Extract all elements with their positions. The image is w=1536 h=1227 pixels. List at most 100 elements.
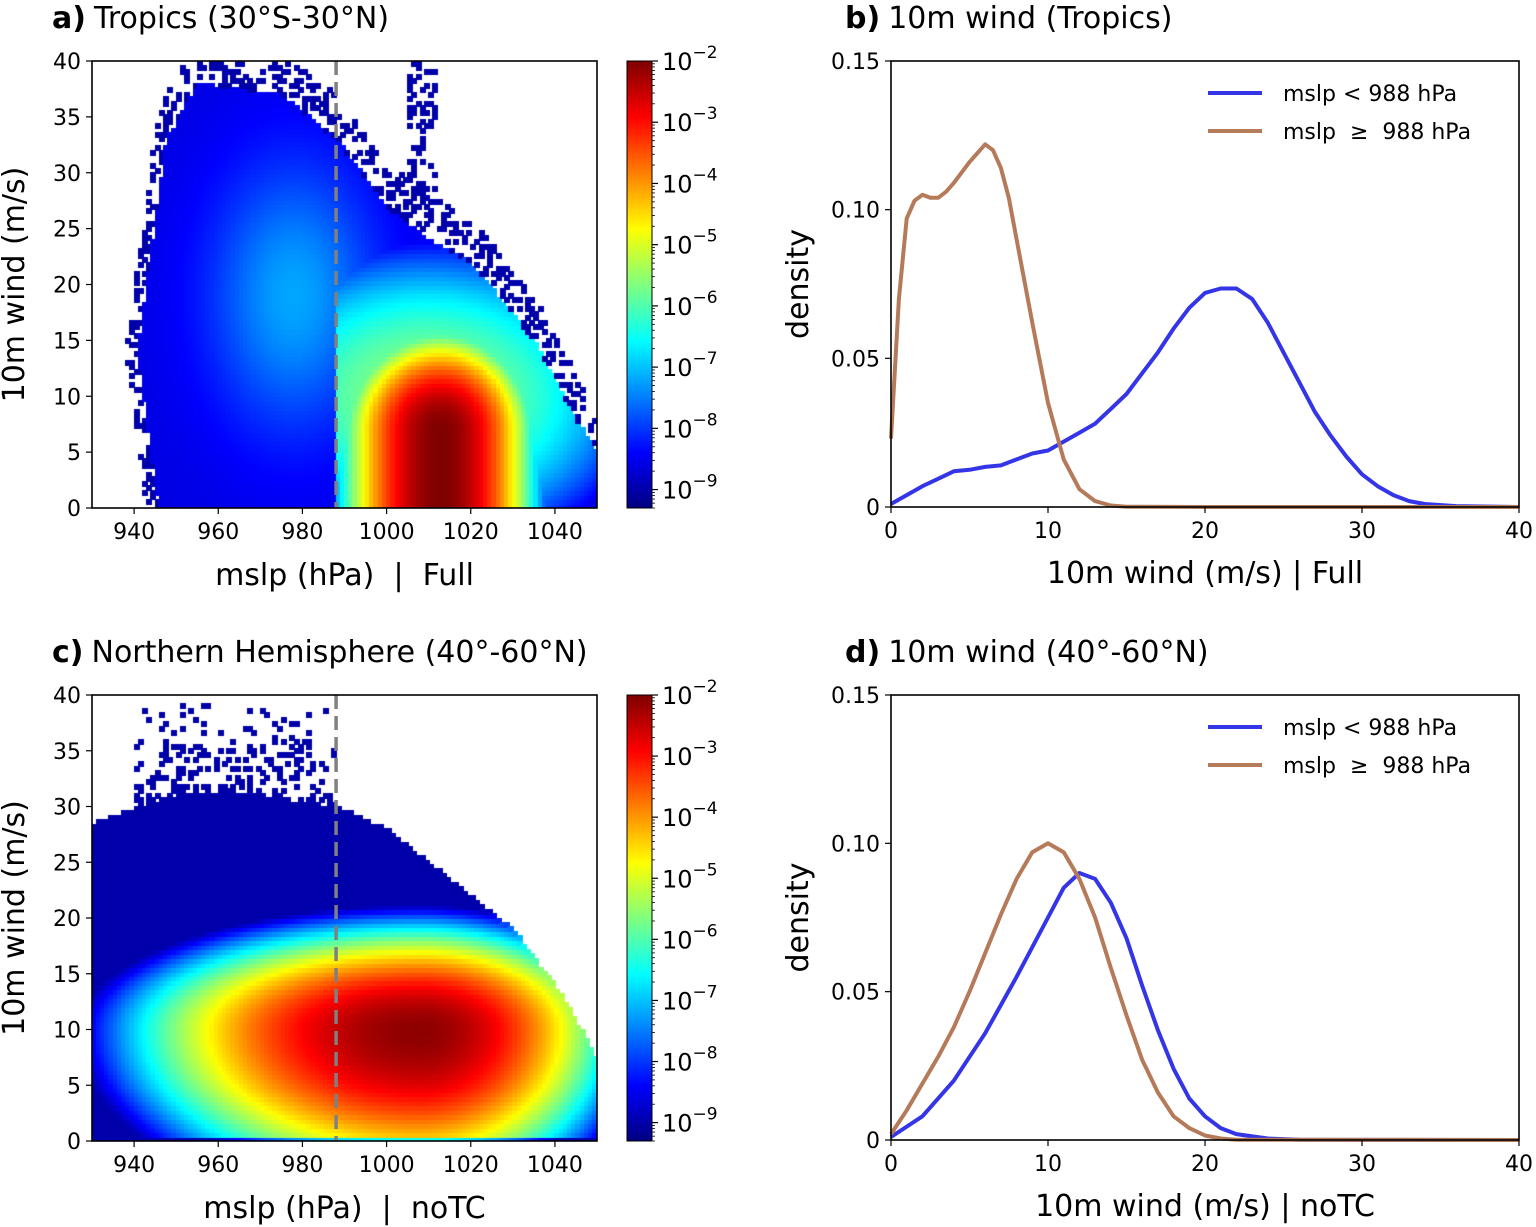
- panel-title: b) 10m wind (Tropics): [845, 1, 1172, 36]
- panel-title: c) Northern Hemisphere (40°-60°N): [52, 635, 588, 670]
- y-tick-label: 0: [866, 1129, 880, 1154]
- colorbar-tick-label: 10−5: [662, 860, 718, 893]
- series-line-1: [889, 841, 1520, 1142]
- colorbar-tick-label: 10−6: [662, 921, 718, 954]
- y-tick-label: 0: [67, 497, 81, 522]
- colorbar-tick-exponent: −5: [693, 860, 718, 880]
- colorbar-tick-label: 10−9: [662, 1105, 718, 1138]
- x-tick-label: 1020: [443, 1153, 499, 1178]
- colorbar-tick-label: 10−5: [662, 227, 718, 260]
- colorbar-tick-label: 10−9: [662, 472, 718, 505]
- y-tick-label: 0.10: [831, 832, 880, 857]
- colorbar-tick-label: 10−6: [662, 288, 718, 321]
- colorbar-tick-label: 10−8: [662, 1044, 718, 1077]
- colorbar-tick-exponent: −3: [693, 738, 718, 758]
- colorbar-tick-exponent: −9: [693, 1105, 718, 1125]
- colorbar-tick-label: 10−2: [662, 43, 718, 76]
- y-tick-label: 20: [53, 907, 81, 932]
- series-line-0: [890, 286, 1520, 509]
- colorbar-tick-base: 10: [662, 1049, 693, 1077]
- y-tick-label: 35: [53, 740, 81, 765]
- colorbar-tick-exponent: −4: [693, 799, 718, 819]
- y-tick-label: 35: [53, 106, 81, 131]
- colorbar-tick-base: 10: [662, 987, 693, 1015]
- colorbar-tick-base: 10: [662, 926, 693, 954]
- panel-title-text: 10m wind (40°-60°N): [888, 635, 1208, 670]
- colorbar-tick-exponent: −2: [693, 677, 718, 697]
- legend-label: mslp ≥ 988 hPa: [1283, 754, 1471, 779]
- x-tick-label: 1000: [359, 1153, 415, 1178]
- colorbar-tick-label: 10−8: [662, 410, 718, 443]
- x-tick-label: 1040: [527, 1153, 583, 1178]
- x-tick-label: 40: [1505, 519, 1533, 544]
- x-axis-label: 10m wind (m/s) | noTC: [1035, 1189, 1375, 1224]
- colorbar-tick-label: 10−4: [662, 799, 718, 832]
- colorbar-tick-exponent: −5: [693, 227, 718, 247]
- colorbar-tick-exponent: −7: [693, 349, 718, 369]
- colorbar-tick-base: 10: [662, 232, 693, 260]
- y-tick-label: 0: [866, 496, 880, 521]
- y-tick-label: 5: [67, 441, 81, 466]
- panel-title: a) Tropics (30°S-30°N): [52, 1, 389, 36]
- series-line-1: [889, 142, 1519, 509]
- x-tick-label: 980: [281, 1153, 323, 1178]
- panel-label: c): [52, 635, 84, 670]
- y-tick-label: 10: [53, 1019, 81, 1044]
- panel-c: c) Northern Hemisphere (40°-60°N)10−210−3…: [0, 635, 718, 1226]
- colorbar-tick-base: 10: [662, 743, 693, 771]
- series-line-0: [889, 871, 1520, 1142]
- y-tick-label: 30: [53, 796, 81, 821]
- panel-title-text: 10m wind (Tropics): [888, 1, 1172, 36]
- colorbar-tropics: [627, 61, 652, 508]
- colorbar-tick-base: 10: [662, 415, 693, 443]
- legend-label: mslp < 988 hPa: [1283, 716, 1457, 741]
- x-tick-label: 10: [1034, 519, 1062, 544]
- colorbar-tick-base: 10: [662, 354, 693, 382]
- x-tick-label: 940: [113, 1153, 155, 1178]
- colorbar-northern-hemisphere: [627, 695, 652, 1141]
- y-tick-label: 10: [53, 385, 81, 410]
- colorbar-tick-base: 10: [662, 48, 693, 76]
- panel-d: d) 10m wind (40°-60°N) mslp < 988 hPa mslp …: [781, 635, 1533, 1224]
- x-tick-label: 20: [1191, 519, 1219, 544]
- y-tick-label: 15: [53, 329, 81, 354]
- x-axis-label: 10m wind (m/s) | Full: [1047, 556, 1363, 591]
- y-tick-label: 0.05: [831, 981, 880, 1006]
- y-tick-label: 0.05: [831, 347, 880, 372]
- panel-label: d): [845, 635, 880, 670]
- colorbar-tick-base: 10: [662, 804, 693, 832]
- panel-title-text: Tropics (30°S-30°N): [93, 1, 389, 36]
- y-tick-label: 40: [53, 50, 81, 75]
- x-tick-label: 1020: [443, 520, 499, 545]
- panel-label: a): [52, 1, 86, 36]
- x-tick-label: 10: [1034, 1152, 1062, 1177]
- y-axis-label: 10m wind (m/s): [0, 800, 32, 1036]
- y-tick-label: 25: [53, 851, 81, 876]
- colorbar-tick-label: 10−3: [662, 738, 718, 771]
- y-tick-label: 15: [53, 963, 81, 988]
- x-tick-label: 20: [1191, 1152, 1219, 1177]
- colorbar-tick-exponent: −8: [693, 1044, 718, 1064]
- y-tick-label: 0.15: [831, 50, 880, 75]
- x-axis-label: mslp (hPa) | Full: [215, 558, 474, 593]
- x-tick-label: 0: [884, 1152, 898, 1177]
- colorbar-tick-label: 10−4: [662, 165, 718, 198]
- heatmap-tropics: [92, 61, 597, 508]
- colorbar-tick-exponent: −4: [693, 165, 718, 185]
- legend-label: mslp ≥ 988 hPa: [1283, 120, 1471, 145]
- x-tick-label: 0: [884, 519, 898, 544]
- y-tick-label: 30: [53, 162, 81, 187]
- colorbar-tick-label: 10−3: [662, 104, 718, 137]
- x-tick-label: 30: [1348, 1152, 1376, 1177]
- colorbar-tick-exponent: −6: [693, 288, 718, 308]
- y-tick-label: 5: [67, 1074, 81, 1099]
- x-tick-label: 960: [197, 520, 239, 545]
- legend-label: mslp < 988 hPa: [1283, 82, 1457, 107]
- x-tick-label: 1040: [527, 520, 583, 545]
- colorbar-tick-exponent: −8: [693, 410, 718, 430]
- colorbar-tick-exponent: −3: [693, 104, 718, 124]
- x-tick-label: 30: [1348, 519, 1376, 544]
- colorbar-tick-base: 10: [662, 170, 693, 198]
- panel-title-text: Northern Hemisphere (40°-60°N): [92, 635, 588, 670]
- colorbar-frame: [626, 694, 653, 1142]
